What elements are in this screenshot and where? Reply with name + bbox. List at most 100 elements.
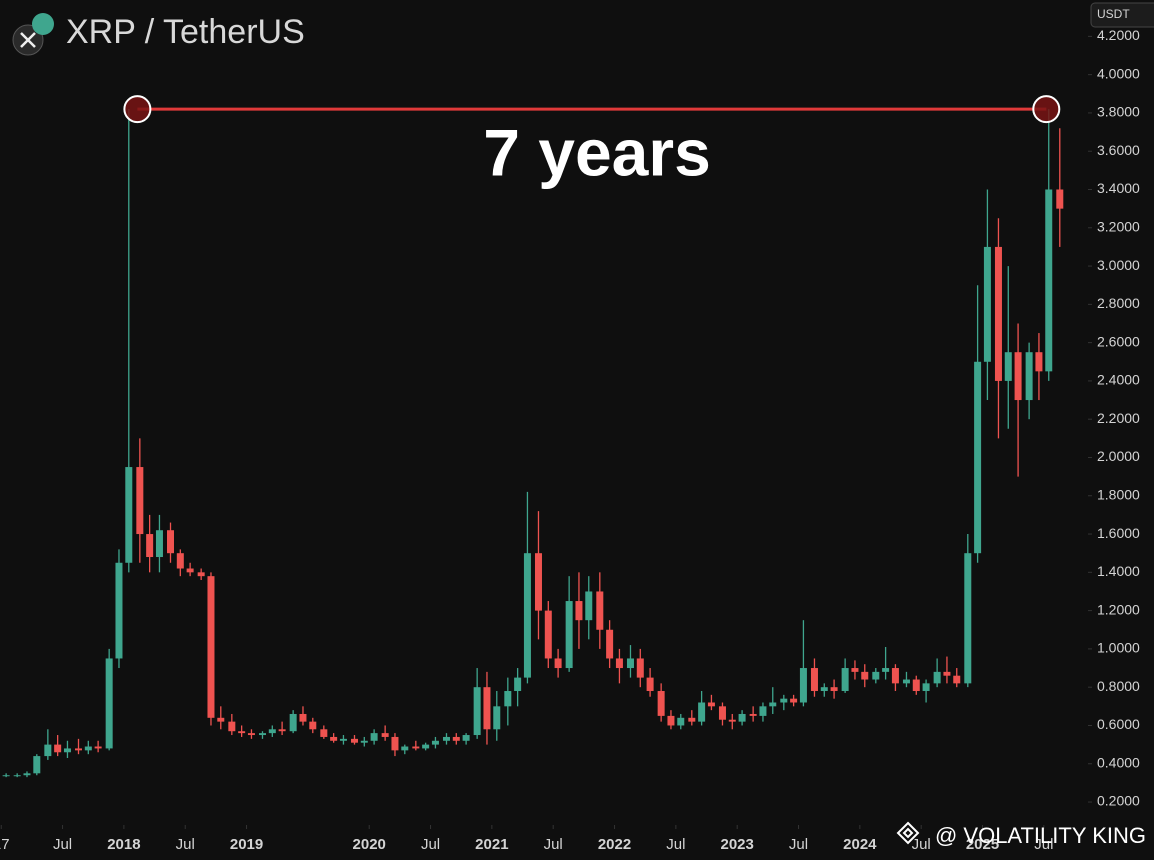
candle-body [228,721,236,732]
candle-body [176,553,184,569]
candle-body [462,735,470,741]
candle-body [431,740,439,745]
watermark: @ VOLATILITY KING [935,823,1146,848]
candle-body [933,671,941,684]
candle-body [626,658,634,669]
y-tick-label: 3.6000 [1097,142,1140,158]
candle-body [759,706,767,716]
candle-body [442,736,450,741]
candle-body [728,719,736,722]
candle-body [514,677,522,692]
candle-body [667,715,675,726]
x-tick-label: 2020 [353,836,386,853]
y-tick-label: 2.6000 [1097,333,1140,349]
y-tick-label: 4.0000 [1097,65,1140,81]
candle-body [1004,352,1012,381]
candle-body [422,744,430,749]
candle-body [891,668,899,684]
candle-body [565,601,573,669]
candle-body [54,744,62,753]
candle-body [707,702,715,707]
candle-body [238,731,246,734]
candle-body [544,610,552,659]
range-endpoint [1032,95,1061,124]
candle-body [268,729,276,734]
x-tick-label: Jul [53,836,72,853]
candle-body [851,668,859,672]
candle-body [943,671,951,676]
y-tick-label: 0.6000 [1097,716,1140,732]
candle-body [953,675,961,684]
currency-select[interactable] [1090,2,1154,28]
candle-body [146,534,154,558]
x-tick-label: 2021 [475,836,508,853]
plot-area: 0.2000 0.4000 0.6000 0.8000 1.0000 1.2000 1.40… [0,27,1140,853]
candle-body [401,746,409,751]
y-tick-label: 1.0000 [1097,640,1140,656]
y-tick-label: 3.2000 [1097,218,1140,234]
candle-body [350,738,358,743]
y-tick-label: 3.8000 [1097,104,1140,120]
candle-body [1025,352,1033,401]
candle-body [84,746,92,751]
candle-body [258,733,266,736]
candle-body [820,687,828,692]
candle-body [473,687,481,736]
candle-body [606,629,614,659]
candle-body [636,658,644,678]
y-tick-label: 1.4000 [1097,563,1140,579]
candle-body [63,748,71,753]
candle-body [186,568,194,573]
candle-body [780,698,788,703]
candle-body [320,729,328,737]
candle-body [575,601,583,621]
watermark-icon [896,821,920,845]
candle-body [769,702,777,707]
y-tick-label: 0.4000 [1097,754,1140,770]
candle-body [799,668,807,703]
symbol-icon-mark [20,32,36,48]
candle-body [370,733,378,741]
y-tick-label: 3.0000 [1097,257,1140,273]
candle-body [830,687,838,692]
candle-body [197,572,205,577]
candle-body [493,706,501,730]
candle-body [115,562,123,659]
candle-body [125,467,133,563]
candle-body [718,706,726,720]
candle-body [596,591,604,630]
candle-body [33,756,41,774]
x-tick-label: Jul [789,836,808,853]
y-tick-label: 1.2000 [1097,601,1140,617]
candle-body [922,683,930,692]
candle-body [1045,189,1053,372]
candle-body [412,746,420,749]
y-tick-label: 2.2000 [1097,410,1140,426]
candle-body [299,713,307,722]
candle-body [23,773,31,776]
y-tick-label: 1.6000 [1097,525,1140,541]
candle-body [523,553,531,678]
x-tick-label: 2018 [107,836,140,853]
x-tick-label: Jul [544,836,563,853]
candle-body [247,733,255,736]
candle-body [585,591,593,621]
x-tick-label: 17 [0,836,10,853]
candle-body [452,736,460,741]
x-tick-label: Jul [666,836,685,853]
candle-body [360,740,368,743]
candle-body [75,748,83,751]
y-tick-label: 1.8000 [1097,486,1140,502]
candle-body [872,671,880,680]
candle-body [289,713,297,732]
y-tick-label: 4.2000 [1097,27,1140,43]
currency-label: USDT [1097,7,1130,21]
candle-body [841,668,849,692]
candle-body [615,658,623,669]
candle-body [330,736,338,741]
y-tick-label: 0.2000 [1097,793,1140,809]
candle-body [1056,189,1064,209]
candle-body [677,717,685,726]
candle-body [217,717,225,722]
